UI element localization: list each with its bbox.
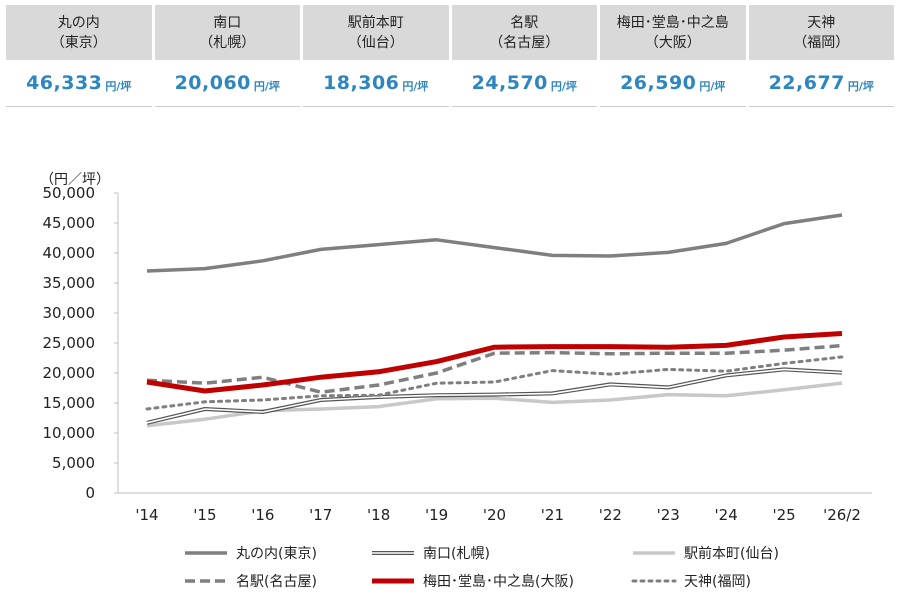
summary-card-header: 丸の内 （東京） — [6, 5, 152, 60]
rent-unit: 円/坪 — [699, 79, 726, 93]
x-tick-label: '19 — [425, 506, 448, 524]
x-tick-label: '21 — [541, 506, 564, 524]
series-line — [146, 330, 843, 394]
city-name: （札幌） — [199, 34, 256, 51]
y-tick-label: 35,000 — [43, 274, 96, 292]
x-tick-label: '23 — [657, 506, 680, 524]
y-tick-label: 10,000 — [43, 424, 96, 442]
summary-card-fukuoka: 天神 （福岡） 22,677 円/坪 — [748, 5, 894, 107]
summary-card-header: 梅田･堂島･中之島 （大阪） — [600, 5, 746, 60]
city-name: （名古屋） — [489, 34, 560, 51]
legend-item: 名駅(名古屋) — [185, 574, 317, 590]
y-tick-label: 30,000 — [43, 304, 96, 322]
rent-value: 46,333 — [26, 72, 103, 94]
series-2 — [146, 367, 843, 425]
x-tick-label: '14 — [135, 506, 158, 524]
x-tick-label: '17 — [309, 506, 332, 524]
rent-unit: 円/坪 — [253, 79, 280, 93]
y-tick-label: 40,000 — [43, 244, 96, 262]
legend-label: 南口(札幌) — [423, 546, 490, 562]
series-5 — [146, 330, 843, 394]
y-axis-label: （円／坪） — [40, 172, 110, 188]
y-tick-label: 20,000 — [43, 364, 96, 382]
legend-item: 南口(札幌) — [372, 546, 490, 562]
y-tick-label: 45,000 — [43, 214, 96, 232]
rent-unit: 円/坪 — [847, 79, 874, 93]
series-line — [146, 381, 843, 428]
y-tick-label: 5,000 — [52, 454, 95, 472]
x-tick-label: '22 — [599, 506, 622, 524]
summary-card-value: 18,306 円/坪 — [303, 60, 449, 107]
legend-label: 丸の内(東京) — [236, 546, 317, 562]
x-tick-label: '15 — [193, 506, 216, 524]
series-line — [146, 213, 843, 273]
legend-label: 天神(福岡) — [684, 574, 751, 590]
summary-card-sapporo: 南口 （札幌） 20,060 円/坪 — [154, 5, 300, 107]
summary-card-header: 天神 （福岡） — [748, 5, 894, 60]
series-line-inner — [146, 368, 843, 424]
rent-value: 24,570 — [471, 72, 548, 94]
y-tick-label: 50,000 — [43, 184, 96, 202]
area-name: 南口 — [213, 14, 242, 31]
legend-label: 名駅(名古屋) — [236, 574, 317, 590]
summary-table: 丸の内 （東京） 46,333 円/坪 南口 （札幌） 20,060 円/坪 駅… — [6, 5, 894, 107]
city-name: （東京） — [50, 34, 107, 51]
area-name: 名駅 — [510, 14, 539, 31]
legend-item: 梅田･堂島･中之島(大阪) — [372, 574, 574, 590]
summary-card-sendai: 駅前本町 （仙台） 18,306 円/坪 — [303, 5, 449, 107]
summary-card-header: 駅前本町 （仙台） — [303, 5, 449, 60]
series-4 — [146, 343, 843, 394]
series-1 — [146, 213, 843, 273]
rent-unit: 円/坪 — [550, 79, 577, 93]
city-name: （大阪） — [644, 34, 701, 51]
summary-card-header: 南口 （札幌） — [154, 5, 300, 60]
area-name: 丸の内 — [57, 14, 100, 31]
rent-value: 20,060 — [174, 72, 251, 94]
rent-value: 26,590 — [620, 72, 697, 94]
summary-card-value: 24,570 円/坪 — [451, 60, 597, 107]
rent-line-chart: 0 5,000 10,000 15,000 20,000 25,000 30,000 35,0… — [40, 172, 872, 590]
rent-unit: 円/坪 — [105, 79, 132, 93]
legend-label: 駅前本町(仙台) — [684, 545, 779, 562]
city-name: （福岡） — [793, 34, 850, 51]
y-tick-label: 25,000 — [43, 334, 96, 352]
city-name: （仙台） — [347, 34, 404, 51]
summary-card-tokyo: 丸の内 （東京） 46,333 円/坪 — [6, 5, 152, 107]
x-tick-label: '16 — [251, 506, 274, 524]
legend-item: 駅前本町(仙台) — [633, 545, 779, 562]
x-tick-label: '20 — [483, 506, 506, 524]
series-line — [145, 355, 844, 411]
x-tick-label: '26/2 — [823, 506, 861, 524]
summary-card-nagoya: 名駅 （名古屋） 24,570 円/坪 — [451, 5, 597, 107]
legend-item: 天神(福岡) — [631, 574, 751, 590]
summary-card-value: 22,677 円/坪 — [748, 60, 894, 107]
rent-value: 22,677 — [768, 72, 845, 94]
rent-value: 18,306 — [323, 72, 400, 94]
area-name: 駅前本町 — [347, 14, 404, 31]
area-name: 梅田･堂島･中之島 — [616, 14, 729, 31]
legend-item: 丸の内(東京) — [185, 546, 317, 562]
area-name: 天神 — [807, 14, 836, 31]
x-tick-label: '18 — [367, 506, 390, 524]
x-tick-label: '25 — [772, 506, 795, 524]
summary-card-osaka: 梅田･堂島･中之島 （大阪） 26,590 円/坪 — [600, 5, 746, 107]
summary-card-header: 名駅 （名古屋） — [451, 5, 597, 60]
rent-unit: 円/坪 — [402, 79, 429, 93]
legend-label: 梅田･堂島･中之島(大阪) — [423, 574, 574, 590]
summary-card-value: 20,060 円/坪 — [154, 60, 300, 107]
series-6 — [145, 355, 844, 411]
y-tick-label: 0 — [85, 484, 95, 502]
series-line — [146, 343, 843, 394]
series-3 — [146, 381, 843, 428]
x-tick-label: '24 — [715, 506, 738, 524]
summary-card-value: 26,590 円/坪 — [600, 60, 746, 107]
y-tick-label: 15,000 — [43, 394, 96, 412]
summary-card-value: 46,333 円/坪 — [6, 60, 152, 107]
